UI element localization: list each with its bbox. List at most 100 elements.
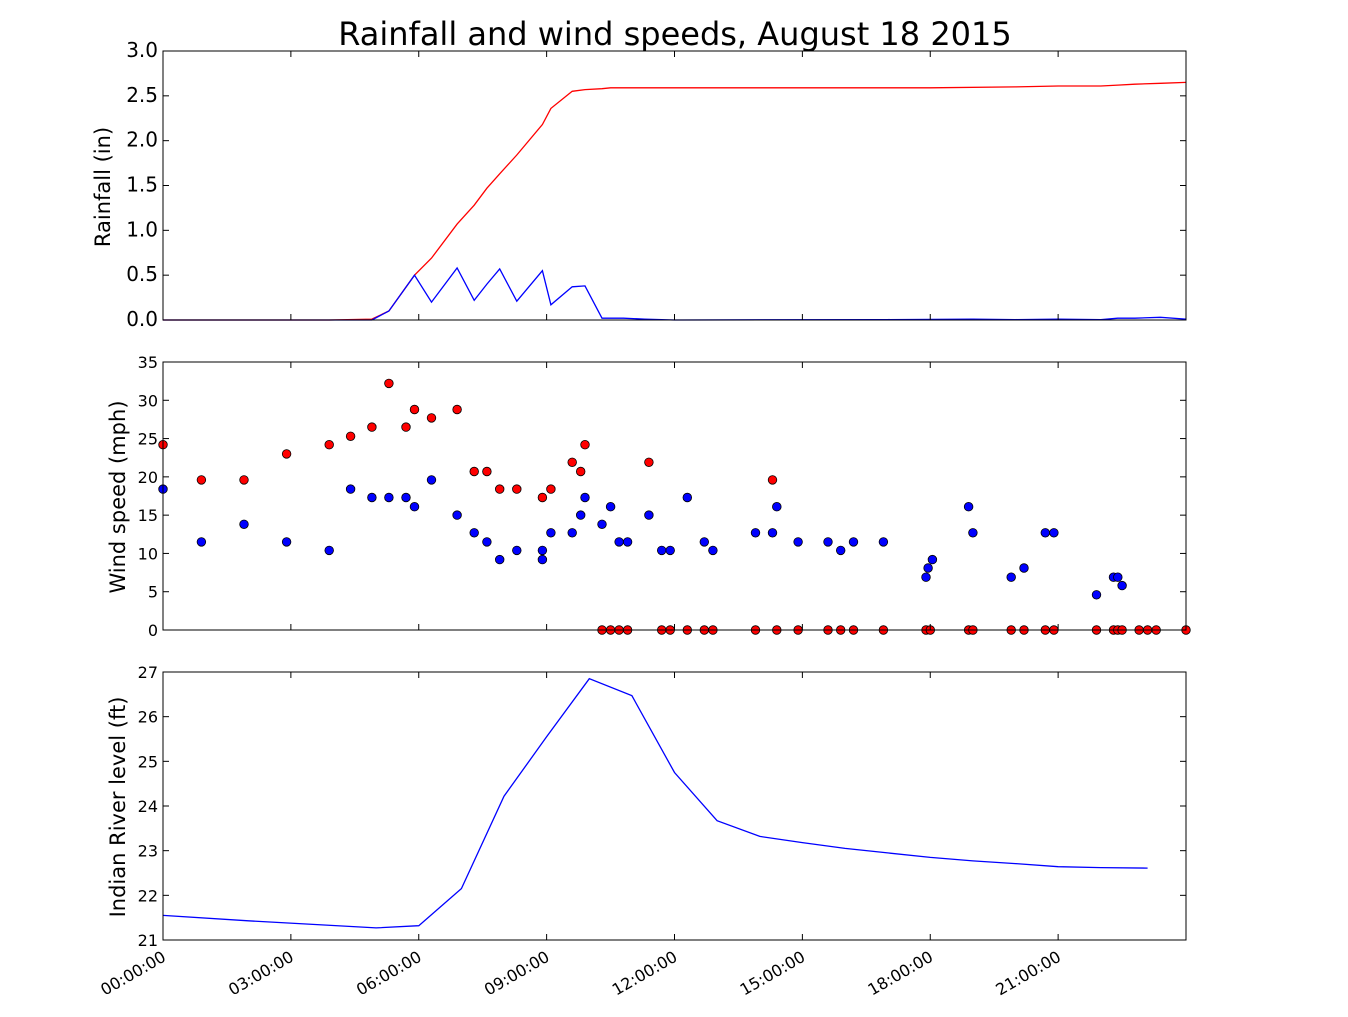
scatter-point <box>239 519 249 530</box>
scatter-point <box>968 528 978 538</box>
y-tick-label: 2.5 <box>126 83 158 107</box>
x-tick-label: 06:00:00 <box>353 947 425 999</box>
x-tick-label: 09:00:00 <box>481 947 553 999</box>
wind-speed-panel: Wind speed (mph) 0 5 10 15 20 25 30 35 <box>106 353 1191 640</box>
x-tick-label: 15:00:00 <box>737 947 809 999</box>
river-level-y-axis-label: Indian River level (ft) <box>106 697 130 918</box>
scatter-point <box>401 492 411 503</box>
scatter-point <box>576 510 586 520</box>
scatter-point <box>546 484 556 494</box>
scatter-point <box>512 545 522 556</box>
scatter-point <box>1006 572 1016 582</box>
scatter-point <box>345 431 356 442</box>
scatter-point <box>469 466 479 477</box>
scatter-point <box>567 528 577 538</box>
river-level-panel: Indian River level (ft) 21 22 23 24 25 26 27 00… <box>97 663 1187 999</box>
scatter-point <box>367 422 377 432</box>
scatter-point <box>512 484 522 494</box>
scatter-point <box>605 502 616 512</box>
scatter-point <box>281 537 292 547</box>
scatter-point <box>546 528 556 538</box>
scatter-point <box>469 528 479 538</box>
scatter-point <box>537 492 548 503</box>
y-tick-label: 24 <box>138 797 158 816</box>
y-tick-label: 20 <box>138 468 158 487</box>
x-tick-label: 21:00:00 <box>992 947 1064 999</box>
x-tick-label: 03:00:00 <box>225 947 297 999</box>
y-tick-label: 1.5 <box>126 173 158 197</box>
scatter-point <box>239 475 249 485</box>
scatter-point <box>580 440 590 450</box>
y-tick-label: 1.0 <box>126 217 158 241</box>
x-tick-label: 18:00:00 <box>865 947 937 999</box>
scatter-point <box>324 440 334 450</box>
scatter-point <box>1091 590 1102 600</box>
scatter-point <box>537 554 548 565</box>
scatter-point <box>878 537 889 547</box>
scatter-point <box>848 537 859 547</box>
scatter-point <box>767 528 778 538</box>
scatter-point <box>482 537 492 547</box>
y-tick-label: 15 <box>138 506 158 525</box>
scatter-point <box>793 537 803 547</box>
y-tick-label: 23 <box>138 842 158 861</box>
scatter-point <box>409 404 420 415</box>
scatter-point <box>196 475 207 485</box>
scatter-point <box>196 537 207 547</box>
scatter-point <box>665 545 675 556</box>
y-tick-label: 21 <box>138 931 158 950</box>
scatter-point <box>622 537 633 547</box>
y-tick-label: 26 <box>138 708 158 727</box>
y-tick-label: 35 <box>138 353 158 372</box>
y-tick-label: 25 <box>138 430 158 449</box>
scatter-point <box>1113 572 1123 582</box>
scatter-point <box>1040 528 1051 538</box>
scatter-point <box>927 554 938 565</box>
y-tick-label: 25 <box>138 752 158 771</box>
scatter-point <box>699 537 710 547</box>
scatter-point <box>823 537 833 547</box>
scatter-point <box>708 545 718 556</box>
scatter-point <box>580 492 590 503</box>
y-tick-label: 5 <box>148 583 158 602</box>
wind-speed-y-axis-label: Wind speed (mph) <box>106 400 130 593</box>
axes-frame <box>162 671 1187 941</box>
axes-frame <box>162 361 1187 631</box>
y-tick-label: 0.0 <box>126 307 158 331</box>
rainfall-panel: Rainfall (in) 0.0 0.5 1.0 1.5 2.0 2.5 3.0 <box>91 38 1187 331</box>
scatter-point <box>367 492 377 503</box>
scatter-point <box>495 554 505 565</box>
scatter-point <box>495 484 505 494</box>
scatter-point <box>836 545 846 556</box>
scatter-point <box>772 502 782 512</box>
y-tick-label: 0 <box>148 621 158 640</box>
scatter-point <box>923 563 933 573</box>
y-tick-label: 3.0 <box>126 38 158 62</box>
y-tick-label: 2.0 <box>126 128 158 152</box>
scatter-point <box>345 484 356 494</box>
series-line-0 <box>162 677 1148 929</box>
scatter-point <box>482 466 492 477</box>
scatter-point <box>1019 563 1029 573</box>
scatter-point <box>644 457 654 468</box>
scatter-point <box>750 528 761 538</box>
series-line-1 <box>163 266 1187 321</box>
scatter-point <box>576 466 586 477</box>
scatter-point <box>452 510 462 520</box>
scatter-point <box>281 449 292 459</box>
y-tick-label: 0.5 <box>126 262 158 286</box>
rainfall-y-axis-label: Rainfall (in) <box>91 127 115 247</box>
x-tick-label: 12:00:00 <box>609 947 681 999</box>
scatter-point <box>401 422 411 432</box>
scatter-point <box>426 413 437 423</box>
scatter-point <box>384 378 394 389</box>
scatter-point <box>921 572 931 582</box>
scatter-point <box>452 404 462 415</box>
scatter-point <box>682 492 693 503</box>
y-tick-label: 22 <box>138 886 158 905</box>
scatter-point <box>963 502 974 512</box>
scatter-point <box>614 537 624 547</box>
chart-title: Rainfall and wind speeds, August 18 2015 <box>338 15 1012 53</box>
scatter-point <box>1117 580 1127 591</box>
y-tick-label: 10 <box>138 544 158 563</box>
